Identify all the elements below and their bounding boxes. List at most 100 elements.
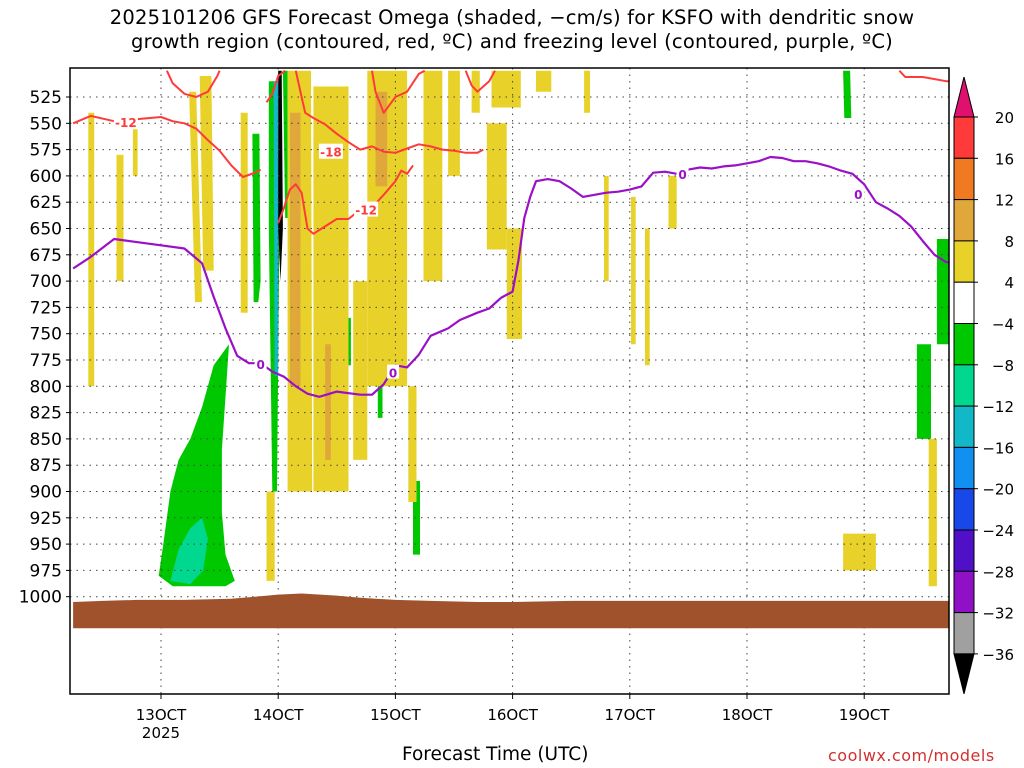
dgz-contour-line <box>371 69 426 114</box>
omega-region <box>325 344 331 460</box>
omega-region <box>936 239 949 345</box>
omega-region <box>116 154 124 282</box>
omega-region <box>348 317 351 366</box>
dgz-label-bg <box>113 114 138 130</box>
colorbar-label: −32 <box>982 605 1014 623</box>
colorbar-segment <box>953 488 975 531</box>
omega-region <box>158 344 235 587</box>
y-tick-label: 725 <box>30 298 62 318</box>
omega-region <box>199 76 214 271</box>
dgz-contour-line <box>294 70 484 154</box>
colorbar-segment <box>953 240 975 283</box>
colorbar-label: −36 <box>982 646 1014 664</box>
x-tick-label: 18OCT <box>722 706 773 724</box>
freezing-level-label: 0 <box>389 367 397 381</box>
dgz-contour-label: -12 <box>355 204 377 218</box>
omega-region <box>486 123 507 250</box>
dgz-label-bg <box>318 143 343 159</box>
colorbar-segment <box>953 281 975 325</box>
omega-region <box>408 386 417 502</box>
colorbar-label: −24 <box>982 522 1014 540</box>
colorbar: 20 16 12 8 4 −4 −8 −12 −16 −20 −24 −28 −32 −36 <box>953 76 1014 695</box>
x-tick-label: 19OCT <box>839 706 890 724</box>
colorbar-segment <box>953 405 975 448</box>
y-tick-label: 975 <box>30 561 62 581</box>
omega-region <box>471 70 480 113</box>
freezing-level-label: 0 <box>854 188 862 202</box>
y-tick-label: 825 <box>30 404 62 424</box>
dgz-contour-line <box>165 70 221 98</box>
freezing-label-bg <box>852 185 865 200</box>
colorbar-label: 16 <box>995 150 1014 168</box>
freezing-level-line <box>72 155 949 398</box>
y-tick-label: 700 <box>30 272 62 292</box>
dgz-contour-line <box>265 69 286 103</box>
omega-region <box>423 70 443 282</box>
y-tick-label: 525 <box>30 88 62 108</box>
omega-region <box>584 70 590 113</box>
dgz-contour-label: -18 <box>320 146 342 160</box>
omega-region <box>88 112 95 387</box>
y-tick-label: 800 <box>30 377 62 397</box>
y-tick-label: 950 <box>30 535 62 555</box>
colorbar-segment <box>953 157 975 201</box>
colorbar-segment <box>953 199 975 242</box>
x-tick-label: 13OCT <box>136 706 187 724</box>
colorbar-label: −8 <box>992 357 1014 375</box>
dgz-label-bg <box>354 201 379 217</box>
omega-region <box>273 81 279 376</box>
freezing-level-label: 0 <box>678 168 686 182</box>
omega-region <box>266 491 275 581</box>
colorbar-bottom-arrow <box>953 653 975 695</box>
y-tick-label: 850 <box>30 430 62 450</box>
y-tick-label: 900 <box>30 483 62 503</box>
y-tick-label: 575 <box>30 141 62 161</box>
x-tick-label: 15OCT <box>370 706 421 724</box>
y-tick-label: 750 <box>30 325 62 345</box>
omega-region <box>645 228 650 366</box>
y-tick-label: 625 <box>30 193 62 213</box>
x-tick-label: 14OCT <box>253 706 304 724</box>
omega-region <box>536 70 552 92</box>
dgz-contours: -12 -18 -12 <box>72 69 949 235</box>
colorbar-segment <box>953 446 975 490</box>
freezing-label-bg <box>254 356 267 371</box>
y-tick-label: 550 <box>30 114 62 134</box>
x-tick-label: 17OCT <box>605 706 656 724</box>
colorbar-label: −16 <box>982 439 1014 457</box>
x-axis-label: Forecast Time (UTC) <box>402 744 589 765</box>
colorbar-label: −28 <box>982 563 1014 581</box>
omega-region <box>289 112 301 387</box>
freezing-label-bg <box>387 364 400 379</box>
omega-region <box>916 344 931 439</box>
x-tick-label: 16OCT <box>487 706 538 724</box>
freezing-label-bg <box>676 165 689 180</box>
omega-region <box>604 175 609 282</box>
omega-region <box>631 196 636 345</box>
y-tick-label: 875 <box>30 456 62 476</box>
title-line-1: 2025101206 GFS Forecast Omega (shaded, −… <box>109 6 915 29</box>
x-tick-sublabel: 2025 <box>142 724 180 742</box>
colorbar-label: −20 <box>982 481 1014 499</box>
omega-region <box>240 112 248 313</box>
omega-region <box>189 91 202 303</box>
colorbar-segment <box>953 364 975 407</box>
omega-region <box>170 517 208 585</box>
y-tick-label: 650 <box>30 220 62 240</box>
dgz-contour-line <box>464 70 496 93</box>
terrain <box>73 593 949 629</box>
omega-region <box>282 70 288 218</box>
colorbar-segment <box>953 529 975 572</box>
colorbar-segment <box>953 323 975 366</box>
colorbar-segment <box>953 570 975 614</box>
y-tick-label: 925 <box>30 509 62 529</box>
freezing-level-contour: 0 0 0 0 <box>72 155 949 398</box>
colorbar-label: 12 <box>995 192 1014 210</box>
colorbar-segment <box>953 612 975 655</box>
freezing-level-label: 0 <box>256 358 264 372</box>
chart-title: 2025101206 GFS Forecast Omega (shaded, −… <box>0 6 1024 54</box>
omega-region <box>313 86 349 492</box>
y-tick-label: 600 <box>30 167 62 187</box>
